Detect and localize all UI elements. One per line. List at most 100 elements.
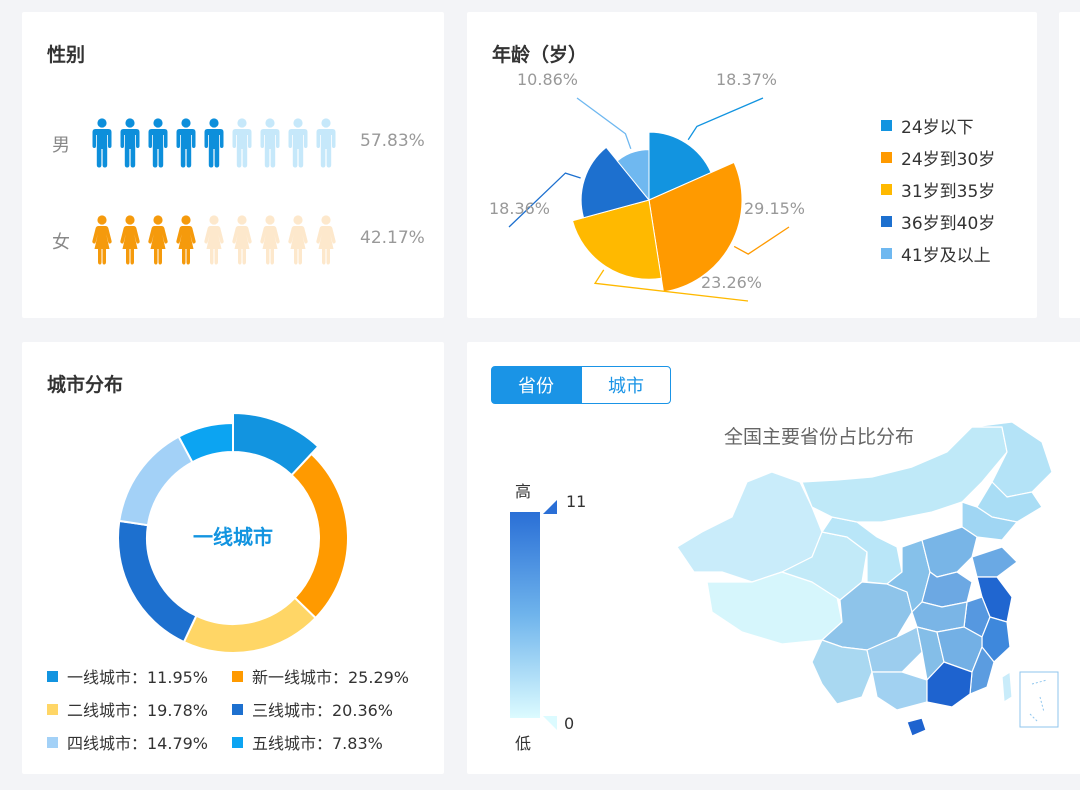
- legend-label: 二线城市：19.78%: [67, 701, 209, 720]
- age-slice-24-30[interactable]: [648, 161, 743, 293]
- female-label: 女: [52, 232, 70, 253]
- female-person-icon: [92, 215, 112, 265]
- city-legend-item[interactable]: 五线城市：7.83%: [232, 730, 383, 754]
- female-person-icon: [148, 215, 168, 265]
- region-yunnan: [811, 639, 873, 705]
- city-slice-tier3[interactable]: [117, 519, 198, 644]
- region-shandong: [971, 546, 1018, 578]
- age-legend-item[interactable]: 31岁到35岁: [881, 173, 995, 205]
- legend-label: 五线城市：7.83%: [252, 734, 383, 753]
- legend-swatch: [881, 119, 892, 131]
- visual-map-top-handle[interactable]: [543, 500, 557, 514]
- city-legend-item[interactable]: 三线城市：20.36%: [232, 697, 393, 721]
- legend-swatch: [232, 670, 243, 682]
- city-donut-chart: 一线城市: [117, 411, 349, 654]
- region-inner-mongolia: [801, 426, 1008, 523]
- age-legend: 24岁以下 24岁到30岁 31岁到35岁 36岁到40岁 41岁及以上: [881, 109, 995, 269]
- legend-label: 四线城市：14.79%: [67, 734, 209, 753]
- legend-swatch: [881, 151, 892, 163]
- age-slice-36-40[interactable]: [580, 146, 650, 219]
- male-person-icon: [148, 118, 168, 168]
- legend-swatch: [232, 703, 243, 715]
- visual-map-high-label: 高: [515, 482, 532, 501]
- female-person-icon: [232, 215, 252, 265]
- city-slice-tier5[interactable]: [177, 421, 234, 464]
- map-tab-group: 省份 城市: [491, 366, 671, 404]
- age-card: 年龄（岁） 18.37% 29.15% 23.26% 18.36% 10.86%…: [467, 12, 1037, 318]
- male-person-icon: [316, 118, 336, 168]
- legend-label: 新一线城市：25.29%: [252, 668, 410, 687]
- city-title: 城市分布: [47, 374, 124, 396]
- region-henan: [921, 571, 973, 608]
- visual-map-low-label: 低: [515, 734, 532, 753]
- female-person-icon: [204, 215, 224, 265]
- age-label-24-30: 29.15%: [744, 199, 806, 218]
- region-guangxi: [871, 671, 928, 711]
- donut-center-label: 一线城市: [193, 525, 273, 549]
- visual-map-slider[interactable]: [505, 494, 605, 734]
- age-legend-item[interactable]: 36岁到40岁: [881, 205, 995, 237]
- age-label-31-35: 23.26%: [701, 273, 763, 292]
- legend-swatch: [232, 736, 243, 748]
- legend-swatch: [47, 703, 58, 715]
- age-slice-24-below[interactable]: [648, 131, 712, 201]
- gender-title: 性别: [47, 44, 86, 66]
- male-person-icon: [232, 118, 252, 168]
- legend-swatch: [881, 215, 892, 227]
- city-legend-item[interactable]: 二线城市：19.78%: [47, 697, 208, 721]
- legend-label: 31岁到35岁: [901, 181, 996, 202]
- city-slice-new-tier1[interactable]: [290, 452, 349, 620]
- age-label-leader-line: [687, 97, 764, 141]
- age-label-leader-line: [508, 172, 581, 228]
- region-taiwan: [1001, 671, 1013, 703]
- south-sea-islands: [1029, 679, 1048, 723]
- age-legend-item[interactable]: 24岁以下: [881, 109, 995, 141]
- age-label-leader-line: [593, 269, 749, 302]
- female-person-icon: [288, 215, 308, 265]
- female-person-icon: [260, 215, 280, 265]
- legend-swatch: [881, 183, 892, 195]
- legend-label: 36岁到40岁: [901, 213, 996, 234]
- male-icon-row: [92, 118, 336, 168]
- male-person-icon: [204, 118, 224, 168]
- age-label-36-40: 18.36%: [489, 199, 551, 218]
- tab-city[interactable]: 城市: [581, 366, 671, 404]
- region-guangdong: [926, 661, 973, 708]
- city-card: 城市分布 一线城市 一线城市：11.95% 新一线城市：25.29% 二线城市：…: [22, 342, 444, 774]
- age-label-41-above: 10.86%: [517, 70, 579, 89]
- female-person-icon: [176, 215, 196, 265]
- age-title: 年龄（岁）: [492, 44, 588, 66]
- age-label-leader-line: [733, 226, 790, 255]
- visual-map-max: 11: [566, 492, 587, 511]
- city-legend-item[interactable]: 一线城市：11.95%: [47, 664, 208, 688]
- female-icon-row: [92, 215, 336, 265]
- next-card-edge: [1059, 12, 1080, 318]
- city-slice-tier4[interactable]: [118, 435, 194, 527]
- age-slice-41-above[interactable]: [616, 149, 650, 202]
- tab-province[interactable]: 省份: [491, 366, 581, 404]
- region-hainan: [906, 717, 927, 737]
- male-person-icon: [92, 118, 112, 168]
- age-legend-item[interactable]: 24岁到30岁: [881, 141, 995, 173]
- age-slice-31-35[interactable]: [571, 199, 662, 280]
- visual-map-bottom-handle[interactable]: [543, 716, 557, 730]
- legend-label: 24岁以下: [901, 117, 974, 138]
- legend-label: 41岁及以上: [901, 245, 991, 266]
- city-legend-item[interactable]: 新一线城市：25.29%: [232, 664, 409, 688]
- male-person-icon: [176, 118, 196, 168]
- female-pct: 42.17%: [360, 228, 425, 248]
- age-rose-chart: [508, 97, 790, 302]
- age-label-leader-line: [576, 97, 632, 150]
- legend-label: 三线城市：20.36%: [252, 701, 394, 720]
- age-label-24-below: 18.37%: [716, 70, 778, 89]
- south-sea-inset: [1019, 671, 1059, 728]
- gender-card: 性别 男 57.83% 女 42.17%: [22, 12, 444, 318]
- male-pct: 57.83%: [360, 131, 425, 151]
- city-slice-tier1[interactable]: [232, 411, 320, 477]
- visual-map-min: 0: [564, 714, 575, 733]
- city-slice-tier2[interactable]: [182, 596, 318, 654]
- city-legend-item[interactable]: 四线城市：14.79%: [47, 730, 208, 754]
- legend-label: 24岁到30岁: [901, 149, 996, 170]
- china-map[interactable]: [672, 422, 1080, 742]
- age-legend-item[interactable]: 41岁及以上: [881, 237, 995, 269]
